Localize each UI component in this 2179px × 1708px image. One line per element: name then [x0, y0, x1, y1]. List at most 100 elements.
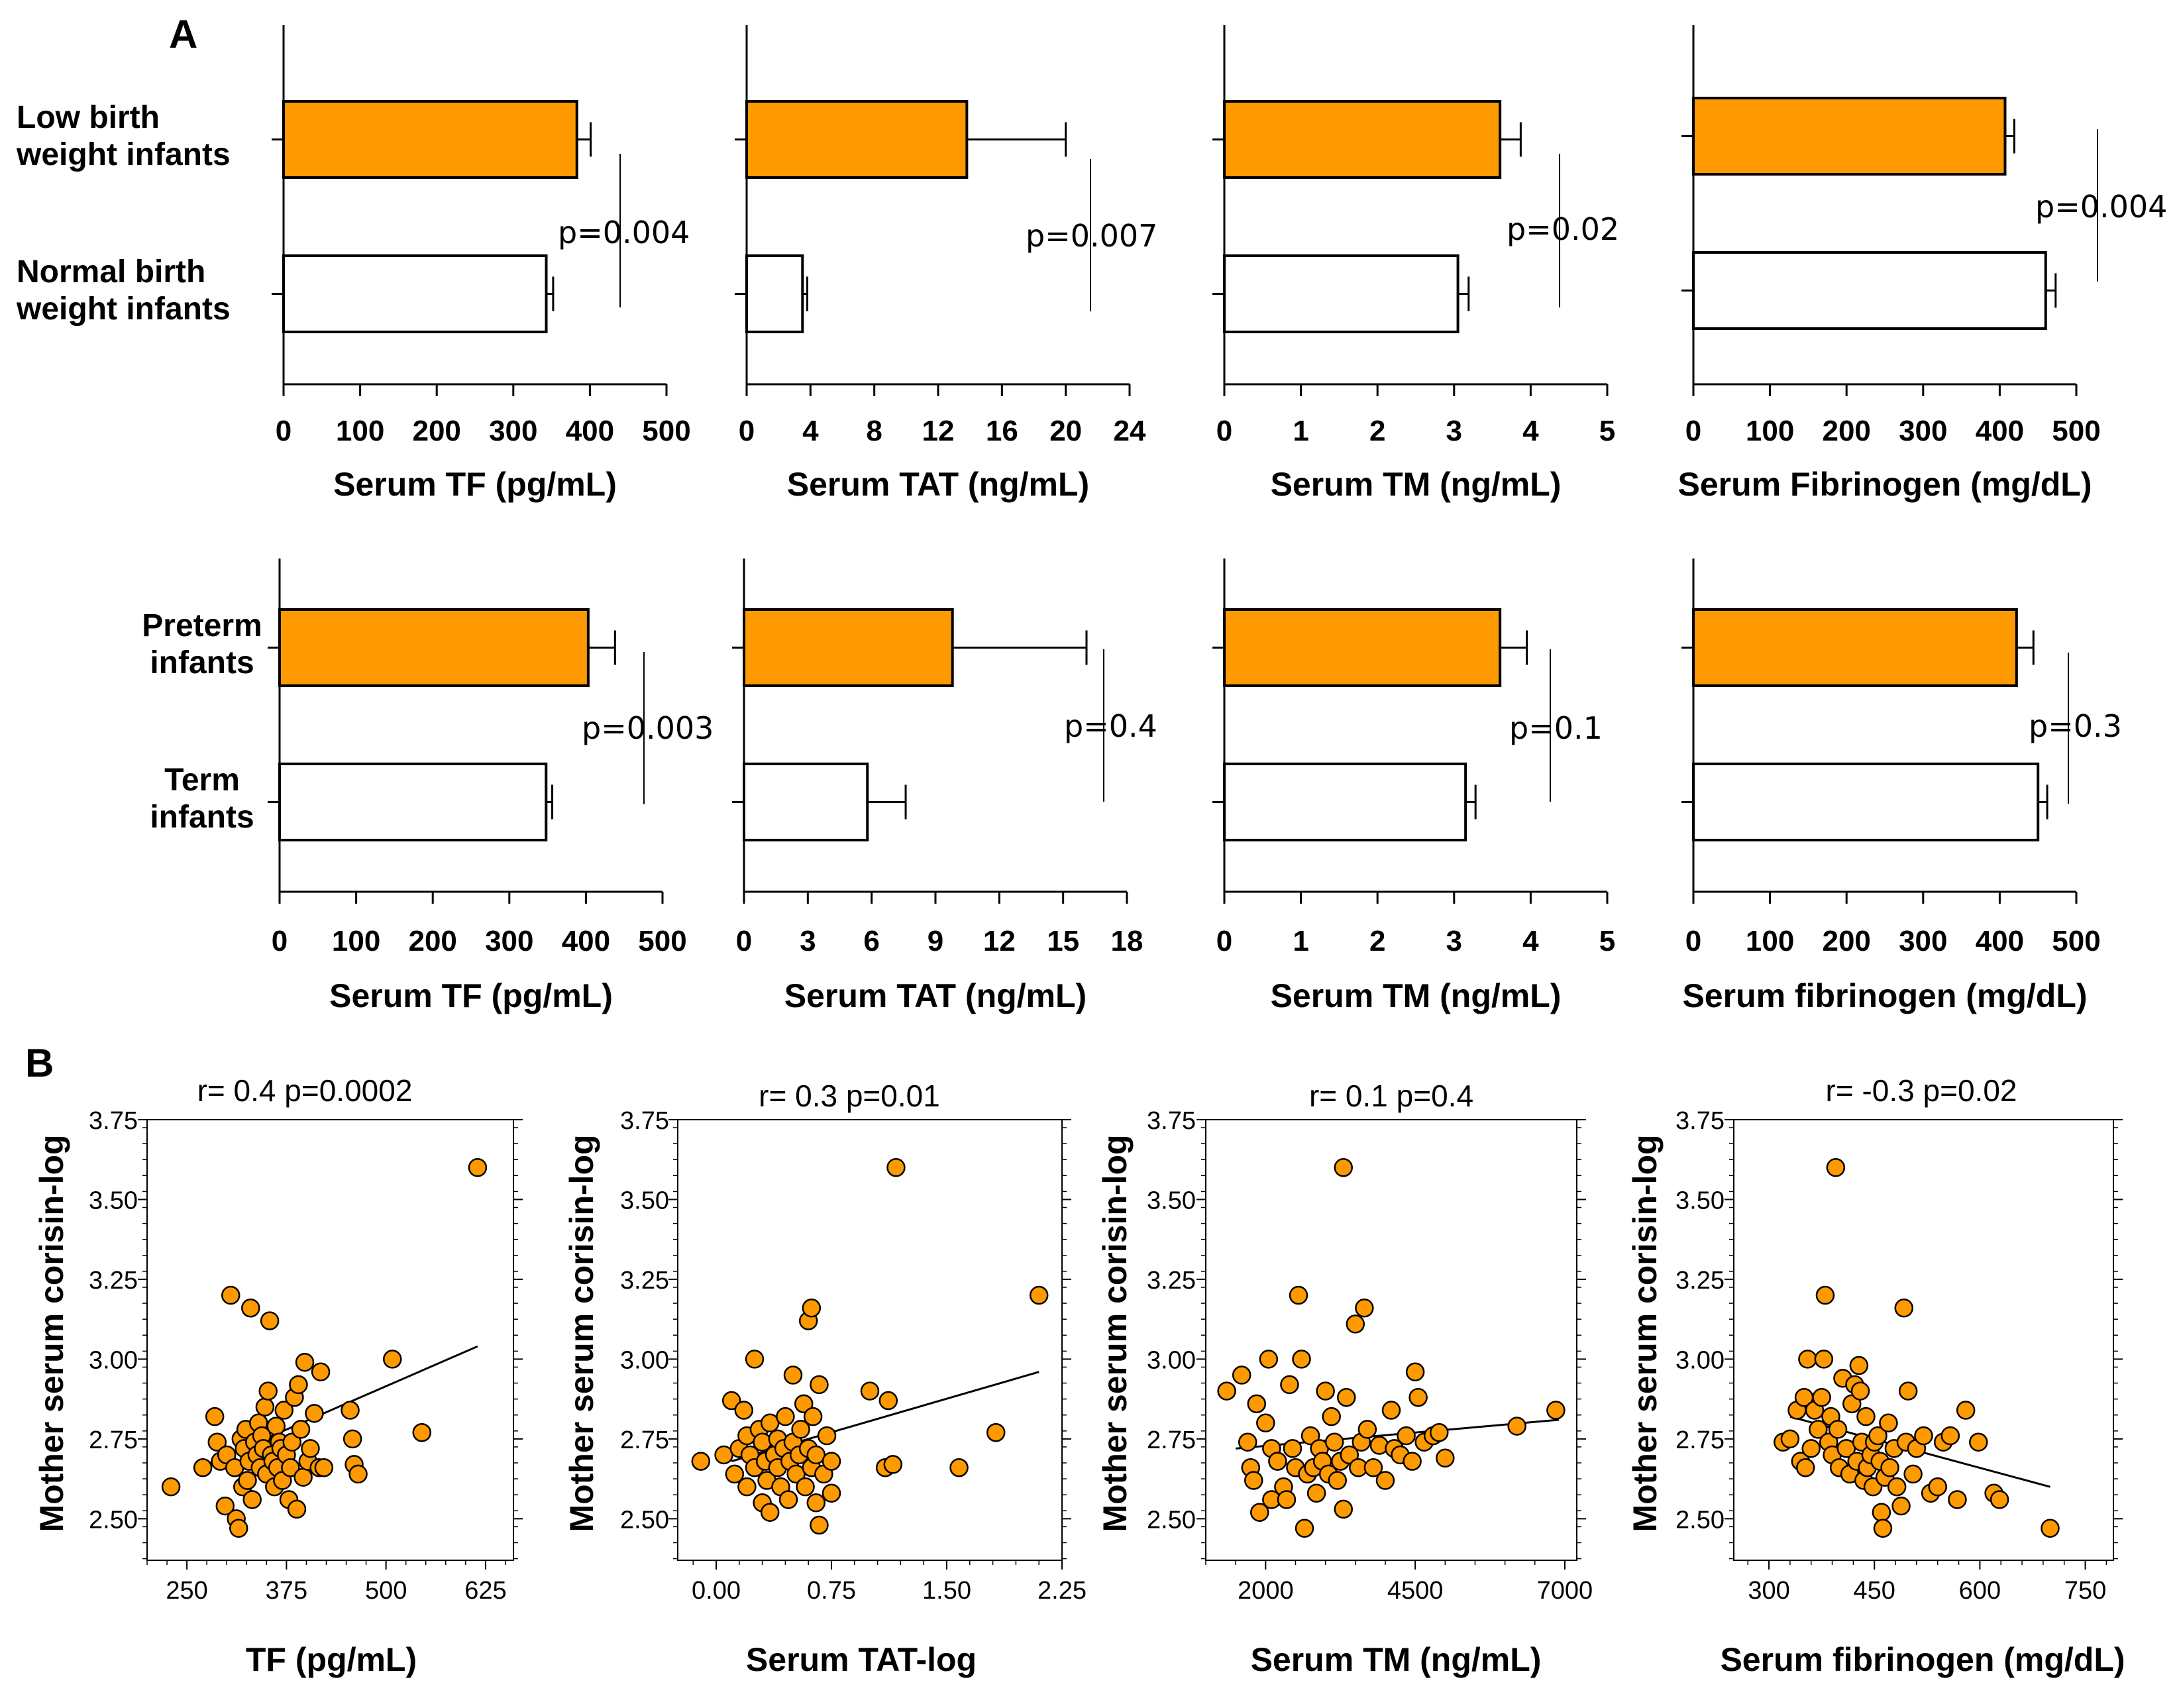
data-point [1809, 1420, 1828, 1439]
data-point [412, 1422, 431, 1442]
data-point [1880, 1458, 1899, 1477]
data-point [1334, 1158, 1353, 1177]
data-point [725, 1464, 745, 1484]
data-point [783, 1365, 803, 1385]
x-tick-label: 0 [1685, 415, 1701, 447]
data-point [1898, 1381, 1918, 1401]
x-tick-label: 375 [266, 1577, 307, 1605]
data-point [2041, 1519, 2060, 1538]
x-tick-label: 6 [863, 925, 879, 957]
data-point [883, 1455, 903, 1474]
y-axis-label: Mother serum corisin-log [563, 1134, 600, 1532]
bar [282, 100, 578, 179]
p-value-label: p=0.02 [1507, 211, 1619, 247]
data-point [1948, 1490, 1967, 1509]
data-point [822, 1452, 841, 1471]
bar-chart-8: 0 100 200 300 400 500 p=0.3 Serum fibrinogen (m… [1681, 559, 2122, 1014]
x-tick-label: 100 [1746, 415, 1794, 447]
bar [1692, 763, 2040, 841]
p-value-label: p=0.004 [2035, 189, 2167, 225]
data-point [1891, 1496, 1911, 1516]
data-point [293, 1468, 313, 1487]
data-point [1316, 1381, 1335, 1401]
x-tick-label: 400 [1976, 415, 2024, 447]
data-point [778, 1490, 798, 1509]
data-point [161, 1477, 181, 1497]
data-point [242, 1490, 262, 1509]
data-point [255, 1397, 275, 1416]
data-point [1259, 1350, 1279, 1369]
x-tick-label: 300 [489, 415, 537, 447]
x-axis-label: Serum fibrinogen (mg/dL) [1720, 1641, 2125, 1678]
y-tick-label: 3.75 [620, 1107, 669, 1135]
data-point [1268, 1452, 1287, 1471]
data-point [949, 1458, 969, 1477]
x-tick-label: 0.00 [692, 1577, 741, 1605]
data-point [1780, 1429, 1800, 1449]
x-tick-label: 100 [332, 925, 380, 957]
x-tick-label: 300 [1748, 1577, 1789, 1605]
data-point [860, 1381, 880, 1401]
data-point [1798, 1350, 1817, 1369]
bar [1223, 254, 1460, 333]
data-point [1801, 1439, 1821, 1458]
data-point [1292, 1350, 1311, 1369]
data-point [1328, 1471, 1347, 1490]
data-point [810, 1515, 829, 1535]
data-point [1879, 1413, 1898, 1433]
p-value-label: p=0.4 [1064, 708, 1157, 744]
data-point [1277, 1490, 1297, 1509]
data-point [1814, 1350, 1834, 1369]
data-point [1301, 1426, 1320, 1446]
data-point [806, 1493, 826, 1513]
data-point [229, 1519, 248, 1538]
bar [743, 608, 954, 687]
data-point [1232, 1365, 1251, 1385]
x-tick-label: 2 [1369, 925, 1385, 957]
p-value-label: p=0.1 [1509, 710, 1603, 746]
data-point [1873, 1519, 1893, 1538]
y-tick-label: 2.50 [620, 1506, 669, 1534]
x-tick-label: 500 [2052, 415, 2100, 447]
data-point [1029, 1285, 1049, 1305]
bar [1223, 608, 1502, 687]
y-tick-label: 3.75 [1675, 1107, 1725, 1135]
x-axis-label: Serum TAT (ng/mL) [784, 977, 1087, 1014]
data-point [1397, 1426, 1416, 1446]
data-point [1828, 1420, 1848, 1439]
data-point [314, 1458, 334, 1477]
data-point [1355, 1299, 1374, 1318]
x-axis-label: Serum TAT (ng/mL) [787, 466, 1089, 503]
bar [1692, 251, 2047, 330]
bar [1223, 763, 1467, 841]
data-point [1238, 1432, 1257, 1452]
x-axis-label: Serum TF (pg/mL) [333, 466, 617, 503]
data-point [1322, 1407, 1341, 1426]
y-tick-label: 3.00 [1675, 1346, 1725, 1374]
x-tick-label: 0 [739, 415, 755, 447]
y-tick-label: 3.75 [1147, 1107, 1196, 1135]
x-tick-label: 24 [1114, 415, 1146, 447]
x-tick-label: 0 [1216, 925, 1232, 957]
x-tick-label: 0.75 [807, 1577, 856, 1605]
data-point [1403, 1452, 1422, 1471]
scatter-chart-4: 2.50 2.75 3.00 3.25 3.50 3.75 300 450 600 750 r= -… [1626, 1073, 2125, 1678]
data-point [348, 1464, 368, 1484]
x-tick-label: 300 [485, 925, 533, 957]
data-point [803, 1407, 823, 1426]
data-point [1894, 1299, 1914, 1318]
data-point [311, 1362, 331, 1381]
x-tick-label: 4500 [1387, 1577, 1444, 1605]
x-tick-label: 3 [1446, 415, 1462, 447]
category-label: infants [150, 800, 254, 835]
x-tick-label: 2.25 [1037, 1577, 1087, 1605]
data-point [1337, 1387, 1356, 1407]
x-axis-label: Serum TAT-log [746, 1641, 977, 1678]
data-point [1217, 1381, 1236, 1401]
bar [745, 254, 804, 333]
data-point [287, 1499, 307, 1519]
x-tick-label: 2 [1369, 415, 1385, 447]
data-point [1295, 1519, 1314, 1538]
